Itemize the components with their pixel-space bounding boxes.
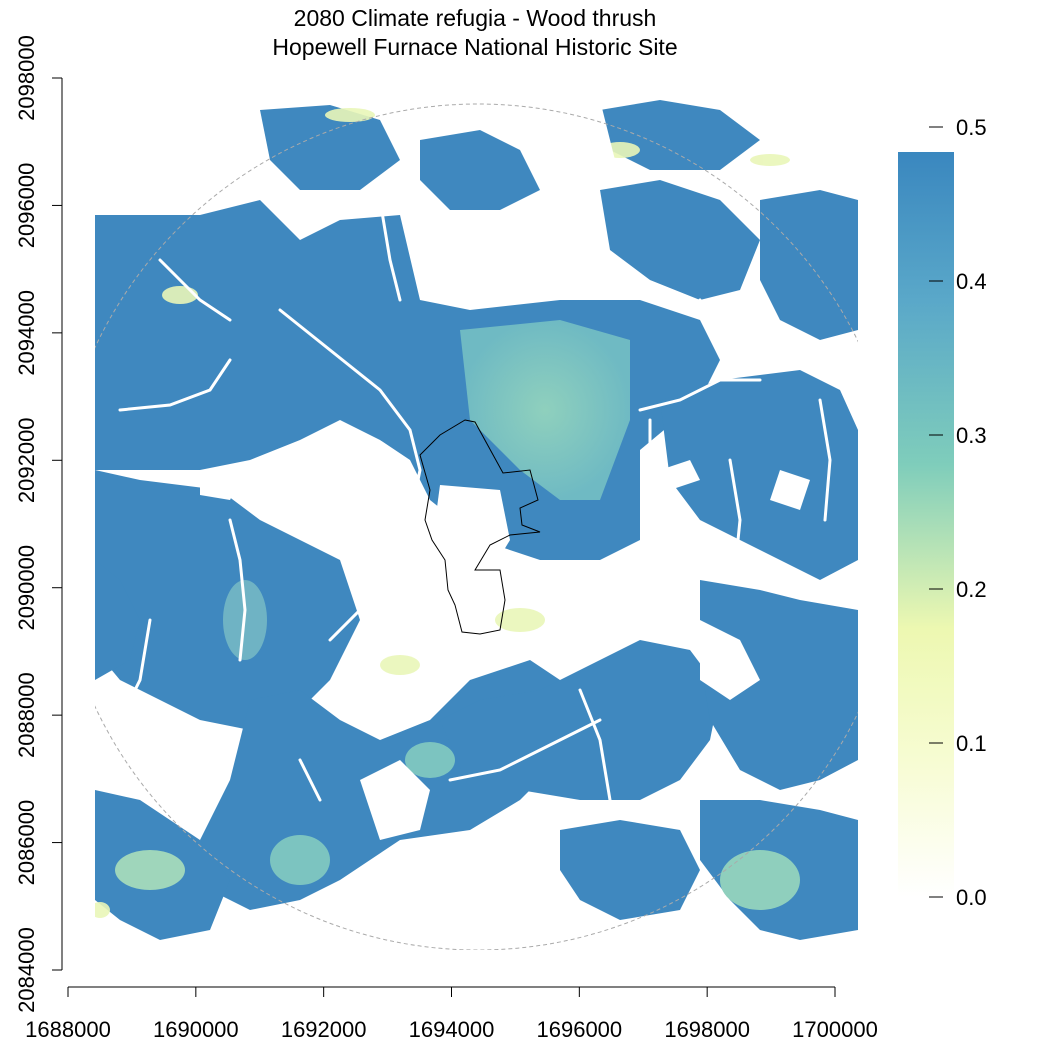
x-tick-label: 1694000	[409, 1017, 495, 1042]
title-line-1: 2080 Climate refugia - Wood thrush	[293, 5, 657, 31]
x-tick-label: 1688000	[25, 1017, 111, 1042]
y-tick-label: 2092000	[14, 417, 39, 503]
color-legend: 0.0 0.1 0.2 0.3 0.4 0.5	[898, 115, 987, 910]
road-network	[118, 198, 832, 802]
mid-suitability-zones	[115, 320, 800, 910]
y-tick-label: 2094000	[14, 290, 39, 376]
x-tick-label: 1692000	[281, 1017, 367, 1042]
title-line-2: Hopewell Furnace National Historic Site	[272, 34, 678, 60]
raster-layer	[95, 100, 858, 950]
y-tick-label: 2098000	[14, 35, 39, 121]
x-tick-label: 1696000	[537, 1017, 623, 1042]
legend-tick-label: 0.5	[956, 115, 987, 140]
legend-tick-label: 0.2	[956, 577, 987, 602]
y-tick-label: 2090000	[14, 545, 39, 631]
legend-tick-label: 0.1	[956, 731, 987, 756]
legend-tick-label: 0.3	[956, 423, 987, 448]
y-tick-label: 2088000	[14, 672, 39, 758]
legend-tick-label: 0.4	[956, 269, 987, 294]
y-tick-label: 2084000	[14, 927, 39, 1013]
park-boundary	[419, 419, 541, 635]
map-title: 2080 Climate refugia - Wood thrush Hopew…	[0, 4, 950, 62]
legend-colorbar	[898, 152, 954, 897]
x-tick-label: 1700000	[792, 1017, 878, 1042]
non-habitat-areas	[95, 100, 810, 950]
x-tick-label: 1690000	[153, 1017, 239, 1042]
y-axis: 2084000 2086000 2088000 2090000 2092000 20940…	[14, 35, 63, 1013]
y-tick-label: 2096000	[14, 163, 39, 249]
x-axis: 1688000 1690000 1692000 1694000 1696000 16980…	[25, 986, 878, 1042]
x-tick-label: 1698000	[664, 1017, 750, 1042]
legend-tick-label: 0.0	[956, 885, 987, 910]
y-tick-label: 2086000	[14, 800, 39, 886]
